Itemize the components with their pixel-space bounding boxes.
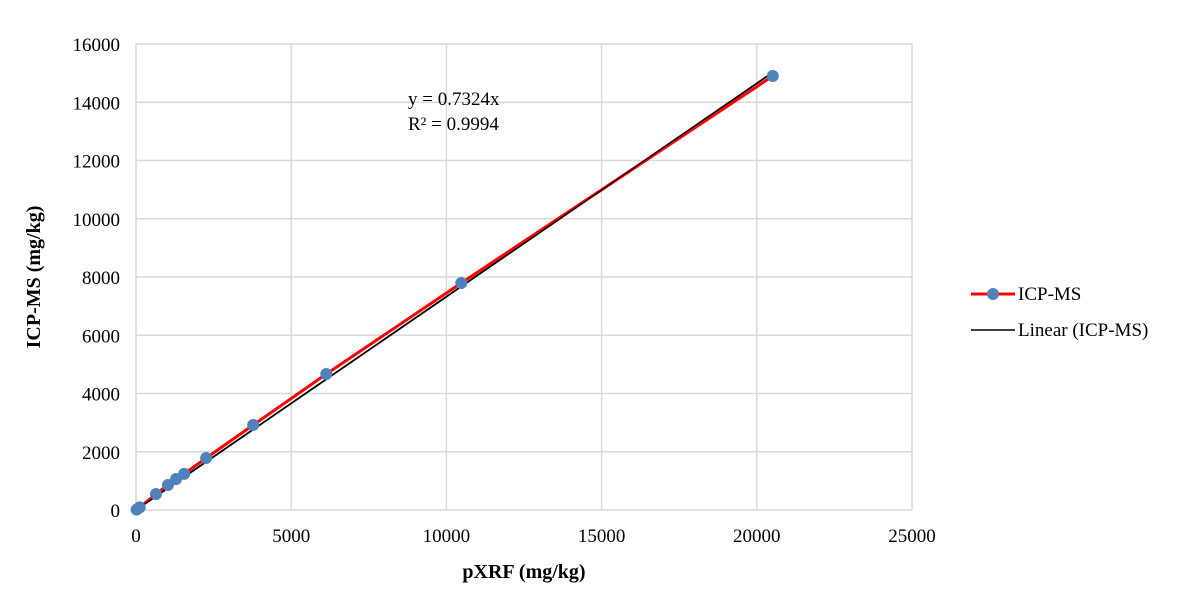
trendline-r-squared: R² = 0.9994 [408,114,499,135]
data-point-marker [178,467,191,480]
y-tick-label: 4000 [82,385,120,406]
x-tick-label: 25000 [888,526,936,547]
x-axis-title: pXRF (mg/kg) [462,561,585,583]
y-tick-label: 14000 [73,93,121,114]
y-axis-tick-labels: 0 2000 4000 6000 8000 10000 12000 14000 16000 [73,35,121,522]
x-tick-label: 15000 [578,526,626,547]
x-tick-label: 10000 [423,526,471,547]
data-point-marker [766,70,779,83]
y-tick-label: 12000 [73,152,121,173]
legend-item-linear: Linear (ICP-MS) [971,320,1148,341]
x-tick-label: 0 [131,526,141,547]
y-tick-label: 8000 [82,268,120,289]
legend-label-linear: Linear (ICP-MS) [1018,320,1148,341]
y-tick-label: 2000 [82,443,120,464]
legend-marker-icon [987,288,999,300]
y-axis-title: ICP-MS (mg/kg) [23,206,45,349]
legend-label-icp-ms: ICP-MS [1018,284,1081,305]
data-point-marker [320,367,333,380]
data-point-marker [150,487,163,500]
y-tick-label: 0 [111,501,121,522]
x-axis-tick-labels: 0 5000 10000 15000 20000 25000 [131,526,936,547]
linear-trendline-overlay [135,71,774,511]
icp-ms-series [130,70,779,516]
data-point-marker [455,276,468,289]
y-tick-label: 16000 [73,35,121,56]
y-tick-label: 10000 [73,210,121,231]
x-tick-label: 20000 [733,526,781,547]
data-point-marker [133,501,146,514]
data-point-marker [200,452,213,465]
gridlines [135,43,913,511]
y-tick-label: 6000 [82,326,120,347]
data-point-marker [247,418,260,431]
x-tick-label: 5000 [272,526,310,547]
legend: ICP-MS Linear (ICP-MS) [971,284,1148,341]
legend-item-icp-ms: ICP-MS [971,284,1081,305]
trendline-equation: y = 0.7324x [408,89,500,110]
